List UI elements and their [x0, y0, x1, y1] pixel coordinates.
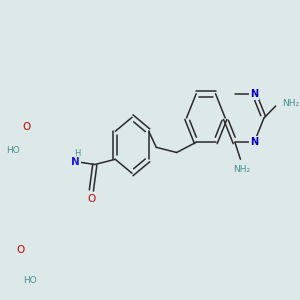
Text: H: H — [74, 149, 80, 158]
Text: N: N — [250, 89, 258, 99]
Text: HO: HO — [6, 146, 20, 154]
Text: O: O — [16, 245, 24, 255]
Text: HO: HO — [23, 276, 37, 285]
Text: NH₂: NH₂ — [283, 98, 300, 107]
Text: O: O — [22, 122, 31, 131]
Text: O: O — [87, 194, 95, 203]
Text: N: N — [250, 137, 258, 147]
Text: NH₂: NH₂ — [233, 165, 250, 174]
Text: N: N — [71, 157, 80, 166]
